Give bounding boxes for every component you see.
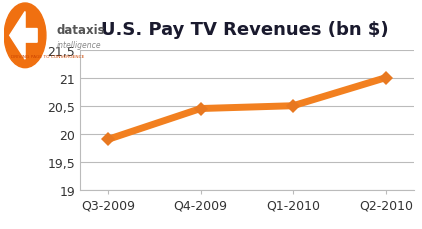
Text: DRIVING PAGE TO CONVERGENCE: DRIVING PAGE TO CONVERGENCE xyxy=(11,55,84,59)
Text: dataxis: dataxis xyxy=(57,24,106,37)
Polygon shape xyxy=(10,12,37,60)
Text: intelligence: intelligence xyxy=(57,41,102,50)
Circle shape xyxy=(4,4,46,68)
Text: U.S. Pay TV Revenues (bn $): U.S. Pay TV Revenues (bn $) xyxy=(101,21,389,38)
